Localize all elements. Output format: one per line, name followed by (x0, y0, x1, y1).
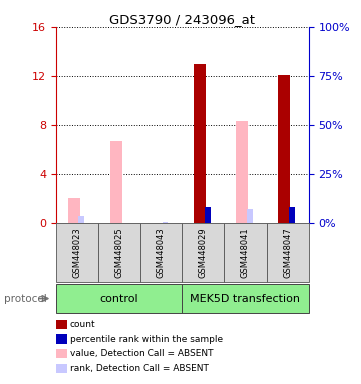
Bar (162, 222, 168, 223)
Bar (278, 74, 290, 223)
Text: protocol: protocol (4, 293, 46, 304)
Bar (247, 209, 253, 223)
Bar (266, 223, 309, 282)
Bar (140, 223, 182, 282)
Bar (225, 223, 266, 282)
Text: GSM448043: GSM448043 (157, 227, 166, 278)
Text: count: count (70, 320, 95, 329)
Bar (68, 198, 79, 223)
Bar (194, 64, 206, 223)
Text: MEK5D transfection: MEK5D transfection (191, 293, 300, 304)
Bar (182, 223, 225, 282)
Bar (182, 284, 309, 313)
Bar (236, 121, 248, 223)
Bar (110, 141, 122, 223)
Text: percentile rank within the sample: percentile rank within the sample (70, 334, 223, 344)
Bar (289, 207, 295, 223)
Text: control: control (100, 293, 138, 304)
Bar (98, 223, 140, 282)
Title: GDS3790 / 243096_at: GDS3790 / 243096_at (109, 13, 255, 26)
Bar (205, 207, 210, 223)
Text: GSM448041: GSM448041 (241, 227, 250, 278)
Text: rank, Detection Call = ABSENT: rank, Detection Call = ABSENT (70, 364, 209, 373)
Text: GSM448025: GSM448025 (115, 227, 123, 278)
Bar (56, 284, 182, 313)
Text: GSM448047: GSM448047 (283, 227, 292, 278)
Bar (56, 223, 98, 282)
Bar (78, 217, 84, 223)
Text: GSM448023: GSM448023 (73, 227, 82, 278)
Text: GSM448029: GSM448029 (199, 227, 208, 278)
Text: value, Detection Call = ABSENT: value, Detection Call = ABSENT (70, 349, 213, 358)
